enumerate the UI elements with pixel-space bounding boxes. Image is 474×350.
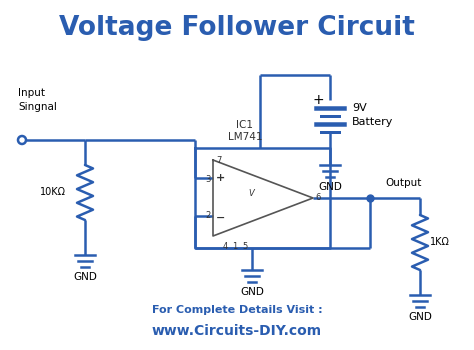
Text: Battery: Battery xyxy=(352,117,393,127)
Text: For Complete Details Visit :: For Complete Details Visit : xyxy=(152,305,322,315)
Text: 10KΩ: 10KΩ xyxy=(40,187,66,197)
Text: 1KΩ: 1KΩ xyxy=(430,237,450,247)
Text: GND: GND xyxy=(318,182,342,192)
Text: 6: 6 xyxy=(315,194,320,203)
Text: 7: 7 xyxy=(216,156,221,165)
Text: −: − xyxy=(216,213,226,223)
Text: Input: Input xyxy=(18,88,45,98)
Text: Singnal: Singnal xyxy=(18,102,57,112)
Text: 5: 5 xyxy=(242,242,247,251)
Text: GND: GND xyxy=(408,312,432,322)
Text: GND: GND xyxy=(240,287,264,297)
Text: 9V: 9V xyxy=(352,103,367,113)
Text: V: V xyxy=(248,189,254,197)
Text: LM741: LM741 xyxy=(228,132,262,142)
Text: www.Circuits-DIY.com: www.Circuits-DIY.com xyxy=(152,324,322,338)
Text: 3: 3 xyxy=(206,175,211,184)
Text: 1: 1 xyxy=(232,242,237,251)
Text: +: + xyxy=(216,173,226,183)
Text: +: + xyxy=(312,93,324,107)
Text: Voltage Follower Circuit: Voltage Follower Circuit xyxy=(59,15,415,41)
Text: 2: 2 xyxy=(206,211,211,220)
Text: 4: 4 xyxy=(222,242,228,251)
Text: Output: Output xyxy=(385,178,421,188)
Text: GND: GND xyxy=(73,272,97,282)
Text: IC1: IC1 xyxy=(237,120,254,130)
